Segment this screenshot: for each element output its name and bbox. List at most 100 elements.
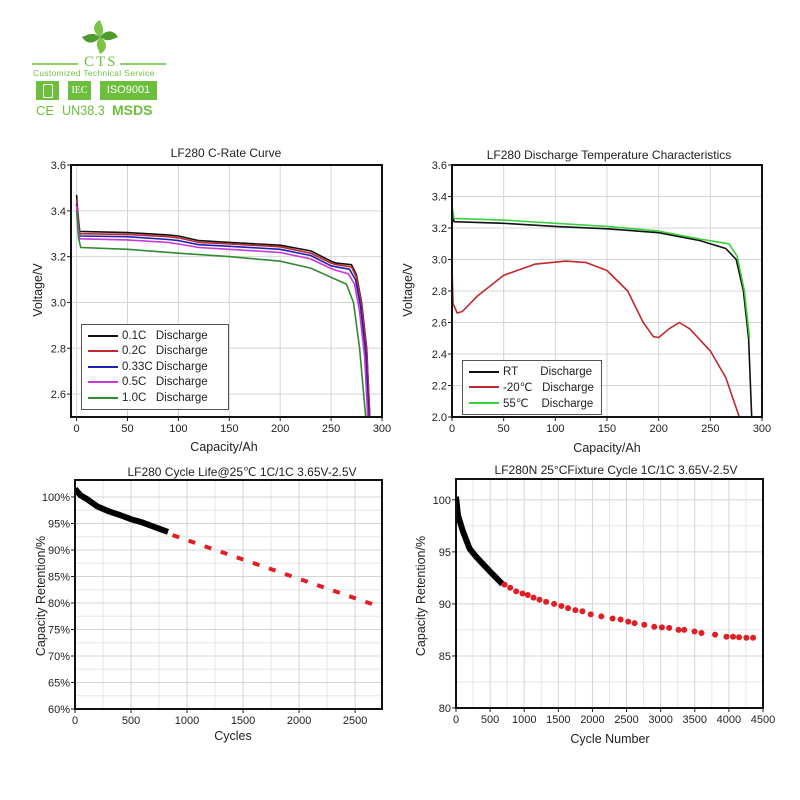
x-tick-label: 0 [74, 423, 80, 435]
y-tick-label: 80 [439, 703, 451, 715]
data-point [658, 624, 665, 631]
legend-item: 1.0C Discharge [88, 390, 222, 406]
x-tick-label: 50 [121, 423, 133, 435]
x-tick-label: 1000 [512, 714, 536, 726]
y-tick-label: 2.0 [432, 412, 447, 424]
legend-swatch [469, 401, 499, 404]
x-tick-label: 4000 [717, 714, 741, 726]
data-point [631, 620, 638, 627]
data-point [691, 628, 698, 635]
chart1-title: LF280 C-Rate Curve [170, 146, 282, 160]
x-tick-label: 0 [449, 423, 455, 435]
data-point [730, 633, 737, 640]
y-tick-label: 85 [439, 651, 451, 663]
chart4-ylabel: Capacity Retention/% [414, 535, 428, 657]
series-projected-points [501, 581, 757, 641]
legend-label: 0.2C Discharge [122, 345, 208, 358]
legend-swatch [88, 381, 118, 384]
series-55-line [452, 205, 751, 339]
x-tick-label: 200 [649, 423, 667, 435]
x-tick-label: 1000 [175, 715, 199, 727]
legend-label: 0.5C Discharge [122, 376, 208, 389]
series-1-0C-line [75, 210, 367, 417]
y-tick-label: 95% [48, 518, 70, 530]
plot-frame [74, 479, 383, 710]
y-tick-label: 85% [48, 571, 70, 583]
legend-item: 0.5C Discharge [88, 375, 222, 391]
x-tick-label: 2500 [343, 715, 367, 727]
series-0-33C-line [75, 203, 370, 417]
x-tick-label: 200 [271, 423, 289, 435]
x-tick-label: 300 [373, 423, 391, 435]
legend-item: RT Discharge [469, 364, 595, 380]
chart-3: 0 500 1000 1500 2000 2500 60% 65% 70% 75% 80% 85% 90… [42, 479, 383, 727]
chart2-xlabel: Capacity/Ah [573, 441, 641, 455]
x-tick-label: 100 [169, 423, 187, 435]
data-point [681, 626, 688, 633]
data-point [530, 594, 537, 601]
y-tick-label: 100 [433, 495, 451, 507]
series-measured-line [456, 496, 505, 587]
chart-4: 0 500 1000 1500 2000 2500 3000 3500 4000 4500 80 85… [433, 478, 775, 726]
data-point [625, 618, 632, 625]
legend-label: 0.1C Discharge [122, 329, 208, 342]
series-measured-line [75, 487, 170, 535]
y-tick-label: 60% [48, 704, 70, 716]
legend-label: 0.33C Discharge [122, 360, 208, 373]
data-point [651, 623, 658, 630]
data-point [736, 634, 743, 641]
legend-label: RT Discharge [503, 365, 593, 378]
x-tick-label: 150 [598, 423, 616, 435]
data-point [501, 581, 508, 588]
x-tick-label: 300 [753, 423, 771, 435]
chart2-legend: RT Discharge -20℃ Discharge 55℃ Discharg… [462, 360, 602, 415]
legend-item: 55℃ Discharge [469, 395, 595, 411]
x-tick-label: 0 [72, 715, 78, 727]
data-point [641, 621, 648, 628]
x-tick-label: 1500 [231, 715, 255, 727]
x-tick-label: 150 [220, 423, 238, 435]
series-20-line [452, 260, 741, 417]
series-projected-line [171, 533, 373, 606]
un383-mark: UN38.3 [62, 102, 105, 118]
logo-rule-left [32, 63, 78, 65]
iec-badge: IEC [68, 81, 91, 100]
data-point [698, 630, 705, 637]
legend-item: -20℃ Discharge [469, 380, 595, 396]
chart3-ylabel: Capacity Retention/% [34, 535, 48, 657]
data-point [519, 590, 526, 597]
x-tick-label: 250 [322, 423, 340, 435]
legend-swatch [469, 370, 499, 373]
x-tick-label: 4500 [751, 714, 775, 726]
chart1-legend: 0.1C Discharge 0.2C Discharge 0.33C Disc… [81, 324, 229, 410]
data-point [558, 602, 565, 609]
y-tick-label: 95 [439, 547, 451, 559]
data-point [536, 596, 543, 603]
x-tick-label: 100 [546, 423, 564, 435]
legend-item: 0.2C Discharge [88, 344, 222, 360]
y-tick-label: 75% [48, 624, 70, 636]
x-tick-label: 1500 [546, 714, 570, 726]
x-tick-label: 2000 [580, 714, 604, 726]
data-point [507, 584, 514, 591]
chart2-title: LF280 Discharge Temperature Characterist… [486, 148, 732, 162]
x-tick-label: 2000 [287, 715, 311, 727]
x-tick-label: 3500 [683, 714, 707, 726]
x-tick-label: 500 [481, 714, 499, 726]
chart4-xlabel: Cycle Number [570, 732, 650, 746]
y-tick-label: 3.4 [51, 206, 66, 218]
legend-label: -20℃ Discharge [503, 382, 594, 395]
y-tick-label: 65% [48, 677, 70, 689]
data-point [543, 598, 550, 605]
y-tick-label: 2.6 [51, 389, 66, 401]
iso-badge: ISO9001 [100, 81, 157, 100]
chart2-ylabel: Voltage/V [401, 263, 415, 317]
battery-cert-badge [36, 81, 59, 100]
y-tick-label: 3.0 [51, 297, 66, 309]
chart1-xlabel: Capacity/Ah [190, 440, 258, 454]
y-tick-label: 2.6 [432, 318, 447, 330]
y-tick-label: 3.2 [432, 223, 447, 235]
data-point [524, 592, 531, 599]
y-tick-label: 90% [48, 545, 70, 557]
data-point [750, 634, 757, 641]
